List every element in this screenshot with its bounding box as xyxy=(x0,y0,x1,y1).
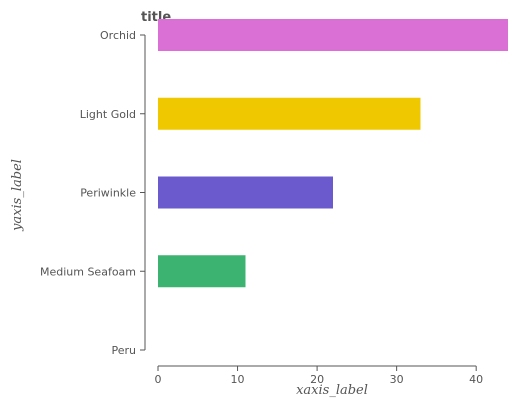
y-axis-label: yaxis_label xyxy=(10,159,25,232)
y-tick-label: Orchid xyxy=(100,29,136,42)
bars xyxy=(158,19,508,288)
x-axis: 0 10 20 30 40 xyxy=(155,365,483,386)
x-tick-label: 30 xyxy=(390,373,404,386)
y-axis: Peru Medium Seafoam Periwinkle Light Gold Or… xyxy=(40,29,146,357)
bar-orchid xyxy=(158,19,508,51)
bar-periwinkle xyxy=(158,176,333,209)
bar-light-gold xyxy=(158,97,421,130)
x-axis-label: xaxis_label xyxy=(296,383,368,398)
y-tick-label: Periwinkle xyxy=(80,187,136,200)
y-tick-label: Medium Seafoam xyxy=(40,265,136,278)
x-tick-label: 10 xyxy=(231,373,245,386)
x-tick-label: 20 xyxy=(310,373,324,386)
y-tick-label: Peru xyxy=(111,344,136,357)
y-tick-label: Light Gold xyxy=(80,108,136,121)
bar-medium-seafoam xyxy=(158,255,246,288)
x-tick-label: 0 xyxy=(155,373,162,386)
x-tick-label: 40 xyxy=(469,373,483,386)
